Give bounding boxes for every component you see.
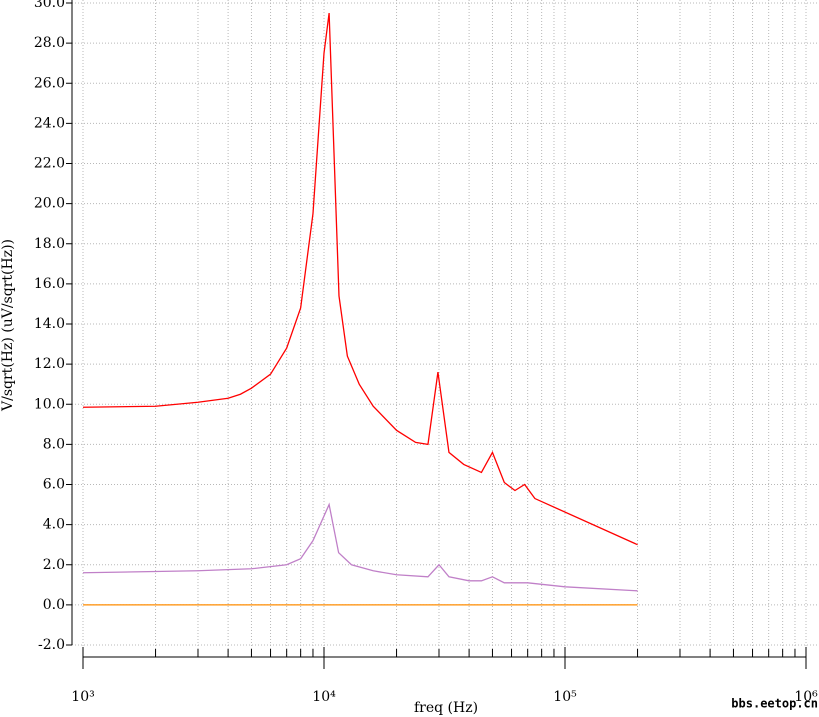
y-tick-label: 30.0 <box>34 0 65 11</box>
y-tick-label: 28.0 <box>34 35 65 51</box>
x-tick-label: 10⁵ <box>553 689 577 705</box>
x-tick-label: 10⁴ <box>312 689 336 705</box>
y-axis-label: V/sqrt(Hz) (uV/sqrt(Hz)) <box>0 239 16 412</box>
y-tick-label: 20.0 <box>34 196 65 212</box>
y-tick-label: 4.0 <box>43 517 65 533</box>
y-tick-label: 22.0 <box>34 156 65 172</box>
y-tick-label: 12.0 <box>34 356 65 372</box>
y-tick-label: 16.0 <box>34 276 65 292</box>
y-tick-label: 24.0 <box>34 115 65 131</box>
y-tick-label: 26.0 <box>34 75 65 91</box>
y-tick-label: 2.0 <box>43 557 65 573</box>
y-tick-label: -2.0 <box>38 637 65 653</box>
watermark: bbs.eetop.cn <box>731 697 818 711</box>
series-line <box>82 12 638 546</box>
y-tick-label: 8.0 <box>43 436 65 452</box>
x-axis-label: freq (Hz) <box>414 700 478 716</box>
y-tick-label: 18.0 <box>34 236 65 252</box>
y-tick-label: 10.0 <box>34 396 65 412</box>
series-line <box>82 502 638 592</box>
y-tick-label: 0.0 <box>43 597 65 613</box>
y-tick-label: 14.0 <box>34 316 65 332</box>
x-tick-label: 10⁶ <box>794 689 818 705</box>
y-tick-label: 6.0 <box>43 477 65 493</box>
x-tick-label: 10³ <box>71 689 94 705</box>
